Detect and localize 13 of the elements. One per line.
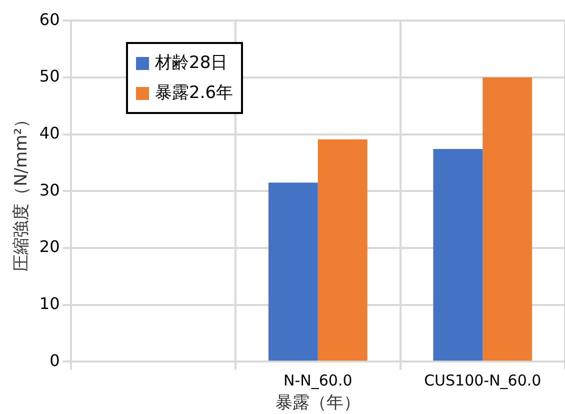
x-tick-label: N-N_60.0 (283, 371, 352, 390)
y-tick-label: 60 (39, 10, 60, 29)
y-tick-label: 10 (39, 294, 60, 313)
y-tick-label: 20 (39, 237, 60, 256)
y-tick-label: 0 (50, 350, 60, 370)
y-tick-label: 30 (39, 180, 60, 200)
y-tick-label: 50 (39, 66, 60, 86)
y-axis-title: 圧縮強度（N/mm²） (12, 110, 32, 272)
y-tick-label: 40 (39, 123, 60, 142)
legend-label: 暴露2.6年 (155, 82, 234, 105)
legend-label: 材齢28日 (155, 52, 228, 75)
x-axis-title: 暴露（年） (275, 393, 360, 414)
x-tick-label: CUS100-N_60.0 (424, 371, 542, 390)
